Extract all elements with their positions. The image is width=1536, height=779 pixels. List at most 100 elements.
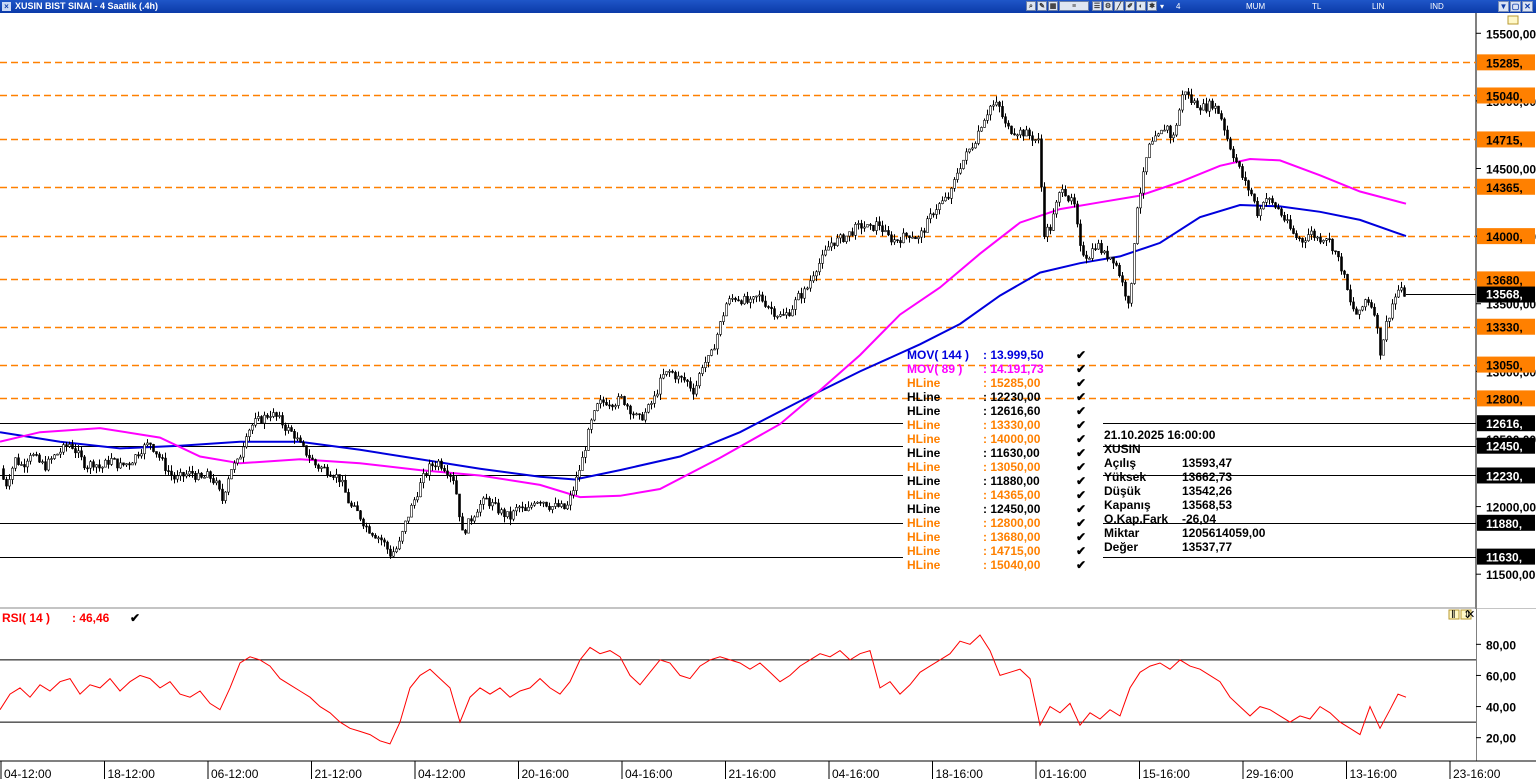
hline-price-label-bg [1477,54,1535,71]
list-icon[interactable]: ☰ [1092,1,1102,11]
candle-body [893,239,896,243]
moving-averages [0,157,1407,499]
scale-label[interactable]: LIN [1372,2,1385,11]
candle-body [1079,223,1082,246]
period-selector-icon[interactable]: ≡ [1059,1,1089,11]
candle-body [122,462,125,466]
hline-price-label-bg [1477,514,1535,531]
calendar-icon[interactable]: ▦ [1048,1,1058,11]
dropdown-arrow-icon[interactable]: ▾ [1160,2,1165,11]
candle-body [875,221,878,231]
candle-body [41,461,44,463]
candle-body [680,375,683,378]
candle-body [563,503,566,510]
candle-body [431,463,434,467]
candle-body [56,453,59,456]
legend-check-icon: ✔ [1076,362,1086,376]
pencil-icon[interactable]: ✐ [1125,1,1135,11]
candle-body [1199,107,1202,111]
time-tick-label: 04-12:00 [4,767,52,779]
candle-body [32,454,35,456]
candle-body [917,236,920,240]
chart-type-label[interactable]: MUM [1246,2,1266,11]
price-axis-background [1477,13,1536,608]
legend-hline-name-1: HLine [907,390,941,404]
candle-body [470,518,473,522]
candle-body [590,419,593,430]
chart-area[interactable]: MOV( 144 ): 13.999,50 ✔ MOV( 89 ): 14.191,… [0,13,1536,779]
draw-line-icon[interactable]: ╱ [1114,1,1124,11]
candle-body [143,444,146,455]
candle-body [635,413,638,416]
candle-body [863,226,866,229]
legend-hline-value-13: : 15040,00 [983,558,1041,572]
candle-body [395,548,398,553]
candle-body [1241,166,1244,178]
candle-body [749,298,752,303]
candle-body [437,460,440,467]
candle-body [338,474,341,483]
hline-price-label: 15040, [1486,89,1523,103]
hline-price-label-bg [1477,228,1535,245]
candle-body [350,502,353,507]
candle-body [392,551,395,557]
candle-body [971,147,974,150]
candle-body [611,404,614,408]
candle-body [1067,195,1070,202]
candle-body [914,236,917,240]
candle-body [908,235,911,238]
time-tick-label: 04-16:00 [625,767,673,779]
close-button[interactable]: ✕ [1522,1,1533,12]
candle-body [797,293,800,301]
candle-body [905,232,908,237]
settings-icon[interactable]: ✱ [1147,1,1157,11]
candle-body [725,303,728,317]
window-system-icon[interactable]: × [2,2,11,11]
rsi-panel[interactable]: 20,00 40,00 60,00 80,00 RSI( 14 ): 46,46 ✔ ‖ ⇕✕ [0,609,1536,762]
price-panel[interactable] [0,13,1536,761]
candle-body [1340,256,1343,272]
tools-icon[interactable]: ⚙ [1103,1,1113,11]
candle-body [854,224,857,236]
info-value-2: 13542,26 [1182,484,1232,498]
time-axis[interactable]: 04-12:00 18-12:00 06-12:00 21-12:00 04-12:00… [0,761,1501,779]
candle-body [644,411,647,421]
candle-body [518,506,521,509]
candle-body [1259,208,1262,217]
palette-icon[interactable]: ◐ [1136,1,1146,11]
candle-body [1346,274,1349,291]
candle-body [548,505,551,510]
candle-body [785,312,788,316]
candle-body [176,475,179,480]
candle-body [1013,133,1016,136]
candle-body [1088,258,1091,260]
candle-body [1355,308,1358,315]
candle-body [599,399,602,404]
maximize-button[interactable]: ▢ [1510,1,1521,12]
candle-body [659,377,662,395]
indicator-label[interactable]: IND [1430,2,1444,11]
candle-body [1133,243,1136,284]
legend-hline-name-6: HLine [907,460,941,474]
candle-body [689,381,692,389]
candle-body [743,296,746,305]
candle-body [1025,129,1028,137]
legend-series-value-1: : 14.191,73 [983,362,1044,376]
price-axis[interactable]: 11500,0012000,0012500,0013000,0013500,00… [1476,13,1536,608]
edit-icon[interactable]: ✎ [1037,1,1047,11]
zoom-icon[interactable]: ⌕ [1026,1,1036,11]
candle-body [1022,129,1025,137]
candle-body [65,444,68,447]
candle-body [356,505,359,512]
candle-body [23,464,26,468]
candle-body [413,499,416,506]
candle-body [110,458,113,465]
candle-body [980,127,983,132]
candle-body [1382,339,1385,356]
legend-check-icon: ✔ [1076,558,1086,572]
currency-label[interactable]: TL [1312,2,1322,11]
candle-body [1268,198,1271,200]
minimize-button[interactable]: ▼ [1498,1,1509,12]
moving-average-line-1 [0,157,1407,499]
legend-check-icon: ✔ [1076,530,1086,544]
